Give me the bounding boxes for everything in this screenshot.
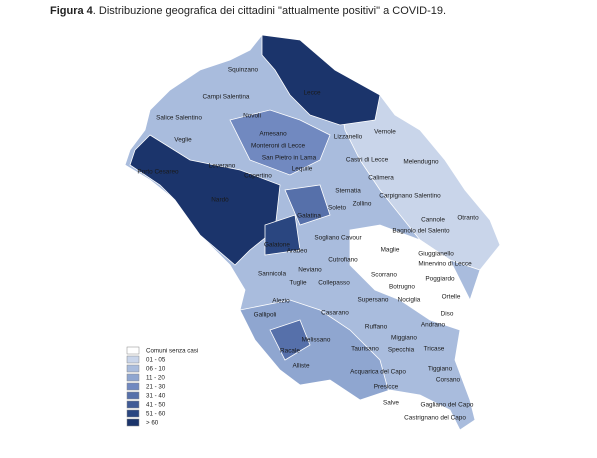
place-label: Tricase xyxy=(424,346,445,353)
legend-swatch xyxy=(126,364,140,373)
place-label: Otranto xyxy=(457,215,479,222)
place-label: Nardò xyxy=(211,197,229,204)
place-label: Ruffano xyxy=(365,324,388,331)
legend-label: 21 - 30 xyxy=(146,384,166,391)
region xyxy=(334,69,501,271)
place-label: Miggiano xyxy=(391,335,417,342)
region xyxy=(349,224,471,331)
place-label: Tuglie xyxy=(289,280,307,287)
place-label: Campi Salentina xyxy=(203,94,250,101)
place-label: Diso xyxy=(441,311,454,318)
place-label: Zollino xyxy=(353,201,372,208)
place-label: Presicce xyxy=(374,384,399,391)
legend-label: 06 - 10 xyxy=(146,366,166,373)
figure-caption: . Distribuzione geografica dei cittadini… xyxy=(92,5,447,17)
figure-label: Figura 4 xyxy=(50,5,93,17)
place-label: Porto Cesareo xyxy=(137,169,179,176)
place-label: Gallipoli xyxy=(254,312,277,319)
legend-swatch xyxy=(126,373,140,382)
place-label: Corsano xyxy=(436,377,461,384)
legend-swatch xyxy=(126,400,140,409)
region xyxy=(264,214,301,256)
place-label: San Pietro in Lama xyxy=(262,155,317,162)
place-label: Gagliano del Capo xyxy=(421,402,474,409)
place-label: Maglie xyxy=(381,247,400,254)
place-label: Neviano xyxy=(298,267,322,274)
place-label: Castrignano del Capo xyxy=(404,415,466,422)
place-label: Novoli xyxy=(243,113,261,120)
place-label: Galatina xyxy=(297,213,321,220)
place-label: Scorrano xyxy=(371,272,397,279)
place-label: Supersano xyxy=(358,297,389,304)
place-label: Lizzanello xyxy=(334,134,363,141)
legend-label: 41 - 50 xyxy=(146,402,166,409)
place-label: Collepasso xyxy=(318,280,350,287)
place-label: Taurisano xyxy=(351,346,379,353)
place-label: Arnesano xyxy=(259,131,287,138)
region xyxy=(261,34,381,126)
place-label: Sannicola xyxy=(258,271,287,278)
legend-swatch xyxy=(126,382,140,391)
place-label: Carpignano Salentino xyxy=(379,193,441,200)
place-label: Acquarica del Capo xyxy=(350,369,406,376)
place-label: Racale xyxy=(280,348,300,355)
place-label: Poggiardo xyxy=(425,276,455,283)
region xyxy=(358,389,461,431)
place-label: Lecce xyxy=(303,90,320,97)
legend-label: > 60 xyxy=(146,420,159,427)
legend-label: 51 - 60 xyxy=(146,411,166,418)
map-regions xyxy=(124,34,501,431)
place-label: Cutrofiano xyxy=(328,257,358,264)
legend-swatch xyxy=(126,409,140,418)
place-label: Minervino di Lecce xyxy=(418,261,472,268)
place-label: Tiggiano xyxy=(428,366,453,373)
place-label: Veglie xyxy=(174,137,192,144)
place-label: Specchia xyxy=(388,347,415,354)
region xyxy=(129,134,281,266)
place-label: Bagnolo del Salento xyxy=(392,228,450,235)
region xyxy=(284,184,331,226)
place-label: Calimera xyxy=(368,175,394,182)
place-label: Castri di Lecce xyxy=(346,157,389,164)
region xyxy=(269,319,311,361)
place-label: Galatone xyxy=(264,242,290,249)
place-label: Casarano xyxy=(321,310,349,317)
place-label: Sternatia xyxy=(335,188,361,195)
legend-label: 31 - 40 xyxy=(146,393,166,400)
place-label: Salve xyxy=(383,400,399,407)
legend-label: Comuni senza casi xyxy=(146,348,198,355)
place-label: Vernole xyxy=(374,129,396,136)
place-label: Soleto xyxy=(328,205,347,212)
place-label: Botrugno xyxy=(389,284,415,291)
place-label: Copertino xyxy=(244,173,272,180)
place-label: Andrano xyxy=(421,322,446,329)
legend-swatch xyxy=(126,355,140,364)
legend-label: 01 - 05 xyxy=(146,357,166,364)
place-label: Squinzano xyxy=(228,67,259,74)
legend-swatch xyxy=(126,391,140,400)
place-label: Monteroni di Lecce xyxy=(251,143,305,150)
place-labels: Squinzano Lecce Campi Salentina Novoli Salic… xyxy=(137,67,479,422)
region xyxy=(229,109,331,176)
place-label: Melissano xyxy=(302,337,331,344)
place-label: Nociglia xyxy=(398,297,421,304)
legend-swatch xyxy=(126,346,140,355)
place-label: Sogliano Cavour xyxy=(314,235,362,242)
place-label: Melendugno xyxy=(403,159,439,166)
place-label: Lequile xyxy=(292,166,313,173)
place-label: Alliste xyxy=(292,363,309,370)
legend-label: 11 - 20 xyxy=(146,375,165,382)
place-label: Giuggianello xyxy=(418,251,454,258)
place-label: Cannole xyxy=(421,217,445,224)
place-label: Aradeo xyxy=(287,248,308,255)
place-label: Leverano xyxy=(209,163,236,170)
place-label: Alezio xyxy=(272,298,290,305)
legend-swatch xyxy=(126,418,140,427)
figure-title: Figura 4. Distribuzione geografica dei c… xyxy=(50,5,446,17)
place-label: Ortelle xyxy=(442,294,461,301)
legend: Comuni senza casi 01 - 05 06 - 10 11 - 20 21… xyxy=(126,346,198,427)
place-label: Salice Salentino xyxy=(156,115,202,122)
